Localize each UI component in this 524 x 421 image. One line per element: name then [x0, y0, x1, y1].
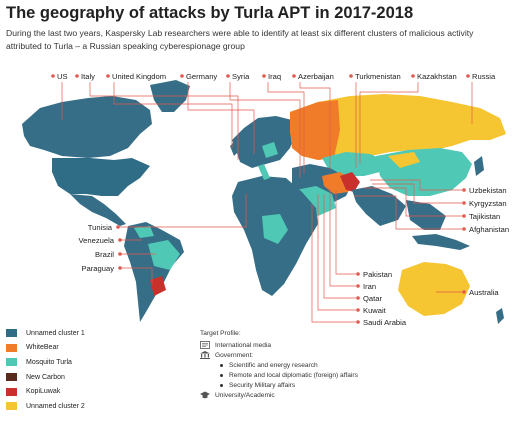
- left-labels: Tunisia Venezuela Brazil Paraguay: [79, 223, 122, 273]
- label-saudi-arabia: Saudi Arabia: [363, 318, 407, 327]
- profile-row-media: International media: [200, 340, 420, 350]
- land-new-zealand: [496, 308, 504, 324]
- profile-government-label: Government:: [215, 351, 254, 359]
- land-sa-brazil: [148, 240, 180, 270]
- page-title: The geography of attacks by Turla APT in…: [6, 4, 414, 22]
- label-kuwait: Kuwait: [363, 306, 387, 315]
- land-east-asia: [376, 148, 472, 196]
- legend-item: WhiteBear: [6, 341, 186, 356]
- legend-label: WhiteBear: [26, 344, 59, 352]
- land-canada: [22, 96, 152, 158]
- legend-item: New Carbon: [6, 370, 186, 385]
- government-item-label: Security Military affairs: [229, 381, 296, 389]
- land-europe: [232, 116, 296, 168]
- profile-row-government: Government:: [200, 350, 420, 360]
- legend-item: Unnamed cluster 2: [6, 399, 186, 414]
- label-tunisia: Tunisia: [88, 223, 113, 232]
- label-uzbekistan: Uzbekistan: [469, 186, 507, 195]
- label-italy: Italy: [81, 72, 95, 81]
- label-australia: Australia: [469, 288, 499, 297]
- legend-label: KopiLuwak: [26, 388, 61, 396]
- land-japan: [474, 156, 484, 176]
- legend-label: New Carbon: [26, 373, 65, 381]
- legend-item: Unnamed cluster 1: [6, 326, 186, 341]
- bullet-icon: [220, 373, 223, 377]
- label-syria: Syria: [232, 72, 250, 81]
- profile-media-label: International media: [215, 341, 272, 349]
- label-us: US: [57, 72, 68, 81]
- newspaper-icon: [200, 341, 210, 349]
- label-kazakhstan: Kazakhstan: [417, 72, 457, 81]
- profile-government-item: Scientific and energy research: [200, 360, 420, 370]
- land-uk: [230, 140, 240, 156]
- government-building-icon: [200, 351, 210, 359]
- label-paraguay: Paraguay: [81, 264, 114, 273]
- graduation-cap-icon: [200, 391, 210, 399]
- label-iraq: Iraq: [268, 72, 281, 81]
- profile-government-item: Security Military affairs: [200, 380, 420, 390]
- label-kyrgyzstan: Kyrgyzstan: [469, 199, 507, 208]
- land-africa-patch: [262, 214, 288, 244]
- land-india: [352, 186, 406, 226]
- land-russia-west: [290, 100, 340, 160]
- land-sa-venezuela: [134, 226, 154, 238]
- label-iran: Iran: [363, 282, 376, 291]
- bullet-icon: [220, 383, 223, 387]
- label-turkmenistan: Turkmenistan: [355, 72, 401, 81]
- label-azerbaijan: Azerbaijan: [298, 72, 334, 81]
- land-kazakhstan: [322, 152, 384, 176]
- profile-government-item: Remote and local diplomatic (foreign) af…: [200, 370, 420, 380]
- label-afghanistan: Afghanistan: [469, 225, 509, 234]
- label-tajikistan: Tajikistan: [469, 212, 500, 221]
- land-south-america: [124, 222, 184, 322]
- swatch-new-carbon: [6, 373, 17, 382]
- land-sa-paraguay: [150, 276, 166, 296]
- land-europe-patch: [262, 142, 278, 158]
- legend-label: Unnamed cluster 1: [26, 329, 85, 337]
- legend-label: Unnamed cluster 2: [26, 402, 85, 410]
- swatch-unnamed-cluster-2: [6, 402, 17, 411]
- legend-item: KopiLuwak: [6, 384, 186, 399]
- label-brazil: Brazil: [95, 250, 114, 259]
- label-qatar: Qatar: [363, 294, 382, 303]
- swatch-whitebear: [6, 343, 17, 352]
- right-labels: Uzbekistan Kyrgyzstan Tajikistan Afghani…: [462, 186, 509, 234]
- legend-label: Mosquito Turla: [26, 358, 72, 366]
- label-germany: Germany: [186, 72, 217, 81]
- land-russia: [290, 94, 506, 160]
- government-item-label: Remote and local diplomatic (foreign) af…: [229, 371, 358, 379]
- swatch-unnamed-cluster-1: [6, 329, 17, 338]
- land-mongolia: [388, 152, 420, 168]
- leader-lines: [61, 82, 473, 323]
- profile-row-university: University/Academic: [200, 390, 420, 400]
- label-venezuela: Venezuela: [79, 236, 115, 245]
- bullet-icon: [220, 363, 223, 367]
- label-russia: Russia: [472, 72, 496, 81]
- swatch-kopiluwak: [6, 387, 17, 396]
- target-profile-heading: Target Profile:: [200, 330, 241, 337]
- legend: Unnamed cluster 1 WhiteBear Mosquito Tur…: [6, 326, 186, 414]
- land-australia: [398, 262, 470, 316]
- legend-item: Mosquito Turla: [6, 355, 186, 370]
- land-pakistan: [340, 172, 360, 192]
- profile-university-label: University/Academic: [215, 391, 275, 399]
- land-usa: [52, 158, 150, 196]
- land-italy-patch: [258, 164, 270, 180]
- bottom-labels: Pakistan Iran Qatar Kuwait Saudi Arabia: [356, 270, 407, 327]
- target-profile: Target Profile: International media Gove…: [200, 330, 420, 400]
- page-subtitle: During the last two years, Kaspersky Lab…: [6, 28, 474, 51]
- label-pakistan: Pakistan: [363, 270, 392, 279]
- government-item-label: Scientific and energy research: [229, 361, 318, 369]
- land-se-asia: [406, 200, 446, 230]
- swatch-mosquito-turla: [6, 358, 17, 367]
- land-mexico: [70, 194, 126, 226]
- land-indonesia: [412, 234, 470, 250]
- top-labels: US Italy United Kingdom Germany Syria Ir…: [51, 72, 496, 81]
- label-united-kingdom: United Kingdom: [112, 72, 166, 81]
